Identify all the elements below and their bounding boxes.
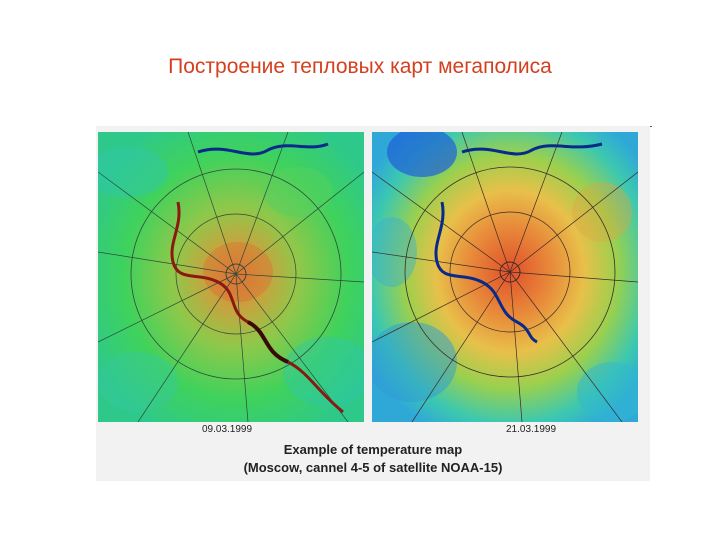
slide-title: Построение тепловых карт мегаполиса (168, 55, 552, 78)
heat-map-left-image (98, 132, 364, 422)
heat-map-right (372, 132, 638, 422)
map-date-left: 09.03.1999 (202, 424, 253, 435)
heat-map-left (98, 132, 364, 422)
temperature-figure: 09.03.1999 21.03.1999 Example of tempera… (96, 126, 650, 481)
heat-map-right-image (372, 132, 638, 422)
figure-caption-title: Example of temperature map (283, 442, 463, 457)
map-date-right: 21.03.1999 (506, 424, 557, 435)
figure-caption-subtitle: (Moscow, cannel 4-5 of satellite NOAA-15… (243, 460, 503, 475)
